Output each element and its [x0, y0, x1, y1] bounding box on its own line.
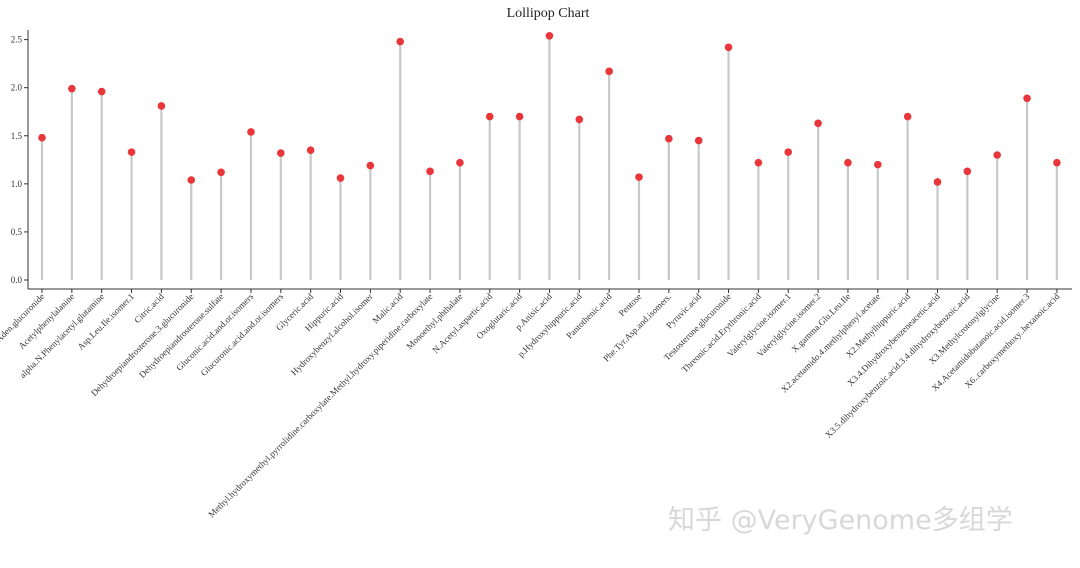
points: [38, 31, 1061, 186]
lollipop-point: [456, 158, 464, 167]
lollipop-point: [694, 136, 703, 145]
lollipop-point: [366, 161, 375, 170]
lollipop-point: [665, 134, 673, 143]
lollipop-point: [306, 146, 315, 154]
lollipop-point: [127, 148, 136, 156]
lollipop-point: [68, 84, 76, 93]
y-tick-label: 2.5: [11, 35, 23, 45]
lollipop-point: [336, 174, 345, 182]
lollipop-point: [515, 112, 524, 121]
lollipop-point: [784, 148, 793, 156]
lollipop-point: [545, 31, 554, 40]
x-tick-label: Acetylphenylalanine: [17, 291, 77, 351]
lollipop-point: [97, 87, 106, 96]
lollipop-point: [963, 167, 972, 176]
lollipop-point: [814, 119, 822, 128]
x-tick-label: Pentose: [617, 291, 644, 318]
lollipop-point: [993, 151, 1001, 159]
y-tick-label: 0.0: [11, 275, 23, 285]
lollipop-point: [1023, 94, 1031, 103]
y-tick-label: 1.0: [11, 179, 23, 189]
lollipop-point: [754, 158, 763, 167]
lollipop-point: [157, 102, 166, 110]
lollipop-point: [277, 149, 285, 157]
lollipop-point: [396, 37, 405, 46]
lollipop-point: [217, 168, 225, 177]
y-tick-label: 0.5: [11, 227, 23, 237]
y-tick-label: 2.0: [11, 83, 23, 93]
stems: [40, 35, 1059, 280]
x-tick-label: Asp.Leu.Ile.isomer.1: [76, 291, 136, 351]
axes: 0.0 0.5 1.0 1.5 2.0 2.5: [11, 30, 1072, 290]
lollipop-point: [1053, 158, 1061, 167]
watermark: 知乎 @VeryGenome多组学: [668, 505, 1013, 536]
y-tick-label: 1.5: [11, 131, 23, 141]
lollipop-point: [485, 112, 494, 121]
lollipop-point: [724, 43, 733, 52]
lollipop-point: [635, 173, 643, 181]
x-tick-label: Methyl.hydroxymethyl.pyrrolidine.carboxy…: [206, 291, 434, 519]
chart-title: Lollipop Chart: [507, 6, 590, 21]
x-tick-label: Monoethyl.phthalate: [404, 291, 464, 351]
lollipop-point: [575, 115, 584, 124]
lollipop-point: [426, 167, 434, 176]
lollipop-point: [844, 158, 852, 167]
lollipop-point: [247, 128, 255, 136]
lollipop-point: [187, 176, 196, 184]
x-tick-labels: Aden.glucuronideAcetylphenylalaninealpha…: [0, 289, 1062, 519]
lollipop-point: [38, 133, 46, 142]
lollipop-point: [903, 112, 912, 121]
lollipop-point: [874, 160, 882, 169]
lollipop-point: [933, 178, 942, 186]
lollipop-point: [605, 67, 613, 76]
